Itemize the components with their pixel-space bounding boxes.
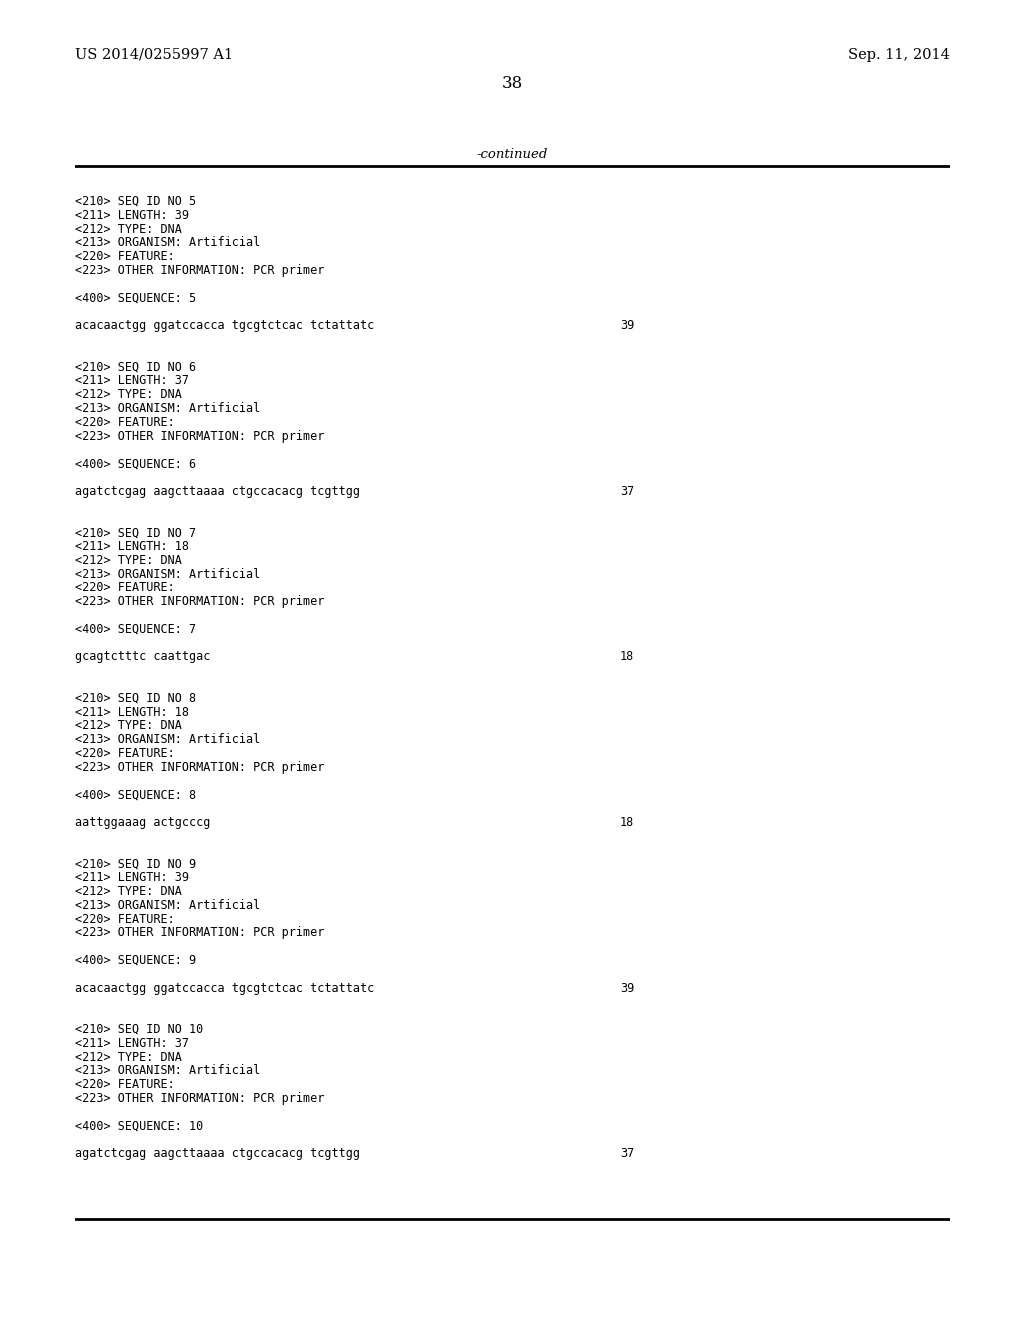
Text: <211> LENGTH: 37: <211> LENGTH: 37	[75, 1036, 189, 1049]
Text: <211> LENGTH: 39: <211> LENGTH: 39	[75, 209, 189, 222]
Text: <223> OTHER INFORMATION: PCR primer: <223> OTHER INFORMATION: PCR primer	[75, 264, 325, 277]
Text: <220> FEATURE:: <220> FEATURE:	[75, 1078, 175, 1092]
Text: 38: 38	[502, 75, 522, 92]
Text: <400> SEQUENCE: 8: <400> SEQUENCE: 8	[75, 788, 197, 801]
Text: <210> SEQ ID NO 10: <210> SEQ ID NO 10	[75, 1023, 203, 1036]
Text: <210> SEQ ID NO 5: <210> SEQ ID NO 5	[75, 195, 197, 209]
Text: <210> SEQ ID NO 9: <210> SEQ ID NO 9	[75, 858, 197, 870]
Text: <400> SEQUENCE: 7: <400> SEQUENCE: 7	[75, 623, 197, 636]
Text: <400> SEQUENCE: 6: <400> SEQUENCE: 6	[75, 457, 197, 470]
Text: <210> SEQ ID NO 8: <210> SEQ ID NO 8	[75, 692, 197, 705]
Text: <220> FEATURE:: <220> FEATURE:	[75, 251, 175, 263]
Text: 37: 37	[620, 484, 634, 498]
Text: <220> FEATURE:: <220> FEATURE:	[75, 416, 175, 429]
Text: agatctcgag aagcttaaaa ctgccacacg tcgttgg: agatctcgag aagcttaaaa ctgccacacg tcgttgg	[75, 1147, 360, 1160]
Text: aattggaaag actgcccg: aattggaaag actgcccg	[75, 816, 210, 829]
Text: <223> OTHER INFORMATION: PCR primer: <223> OTHER INFORMATION: PCR primer	[75, 760, 325, 774]
Text: <211> LENGTH: 37: <211> LENGTH: 37	[75, 375, 189, 387]
Text: <213> ORGANISM: Artificial: <213> ORGANISM: Artificial	[75, 733, 260, 746]
Text: acacaactgg ggatccacca tgcgtctcac tctattatc: acacaactgg ggatccacca tgcgtctcac tctatta…	[75, 982, 374, 994]
Text: 18: 18	[620, 651, 634, 664]
Text: US 2014/0255997 A1: US 2014/0255997 A1	[75, 48, 233, 62]
Text: <212> TYPE: DNA: <212> TYPE: DNA	[75, 554, 182, 566]
Text: <213> ORGANISM: Artificial: <213> ORGANISM: Artificial	[75, 236, 260, 249]
Text: -continued: -continued	[476, 148, 548, 161]
Text: <212> TYPE: DNA: <212> TYPE: DNA	[75, 1051, 182, 1064]
Text: <210> SEQ ID NO 6: <210> SEQ ID NO 6	[75, 360, 197, 374]
Text: Sep. 11, 2014: Sep. 11, 2014	[848, 48, 950, 62]
Text: agatctcgag aagcttaaaa ctgccacacg tcgttgg: agatctcgag aagcttaaaa ctgccacacg tcgttgg	[75, 484, 360, 498]
Text: <223> OTHER INFORMATION: PCR primer: <223> OTHER INFORMATION: PCR primer	[75, 927, 325, 940]
Text: <400> SEQUENCE: 9: <400> SEQUENCE: 9	[75, 954, 197, 968]
Text: <211> LENGTH: 18: <211> LENGTH: 18	[75, 706, 189, 718]
Text: gcagtctttc caattgac: gcagtctttc caattgac	[75, 651, 210, 664]
Text: <213> ORGANISM: Artificial: <213> ORGANISM: Artificial	[75, 403, 260, 414]
Text: <212> TYPE: DNA: <212> TYPE: DNA	[75, 884, 182, 898]
Text: <220> FEATURE:: <220> FEATURE:	[75, 581, 175, 594]
Text: 39: 39	[620, 982, 634, 994]
Text: <223> OTHER INFORMATION: PCR primer: <223> OTHER INFORMATION: PCR primer	[75, 429, 325, 442]
Text: 39: 39	[620, 319, 634, 333]
Text: <213> ORGANISM: Artificial: <213> ORGANISM: Artificial	[75, 1064, 260, 1077]
Text: <212> TYPE: DNA: <212> TYPE: DNA	[75, 223, 182, 235]
Text: <211> LENGTH: 18: <211> LENGTH: 18	[75, 540, 189, 553]
Text: <213> ORGANISM: Artificial: <213> ORGANISM: Artificial	[75, 899, 260, 912]
Text: <400> SEQUENCE: 10: <400> SEQUENCE: 10	[75, 1119, 203, 1133]
Text: 18: 18	[620, 816, 634, 829]
Text: <213> ORGANISM: Artificial: <213> ORGANISM: Artificial	[75, 568, 260, 581]
Text: <220> FEATURE:: <220> FEATURE:	[75, 747, 175, 760]
Text: <223> OTHER INFORMATION: PCR primer: <223> OTHER INFORMATION: PCR primer	[75, 595, 325, 609]
Text: <212> TYPE: DNA: <212> TYPE: DNA	[75, 388, 182, 401]
Text: <220> FEATURE:: <220> FEATURE:	[75, 912, 175, 925]
Text: <212> TYPE: DNA: <212> TYPE: DNA	[75, 719, 182, 733]
Text: <211> LENGTH: 39: <211> LENGTH: 39	[75, 871, 189, 884]
Text: <400> SEQUENCE: 5: <400> SEQUENCE: 5	[75, 292, 197, 305]
Text: acacaactgg ggatccacca tgcgtctcac tctattatc: acacaactgg ggatccacca tgcgtctcac tctatta…	[75, 319, 374, 333]
Text: <223> OTHER INFORMATION: PCR primer: <223> OTHER INFORMATION: PCR primer	[75, 1092, 325, 1105]
Text: 37: 37	[620, 1147, 634, 1160]
Text: <210> SEQ ID NO 7: <210> SEQ ID NO 7	[75, 527, 197, 539]
